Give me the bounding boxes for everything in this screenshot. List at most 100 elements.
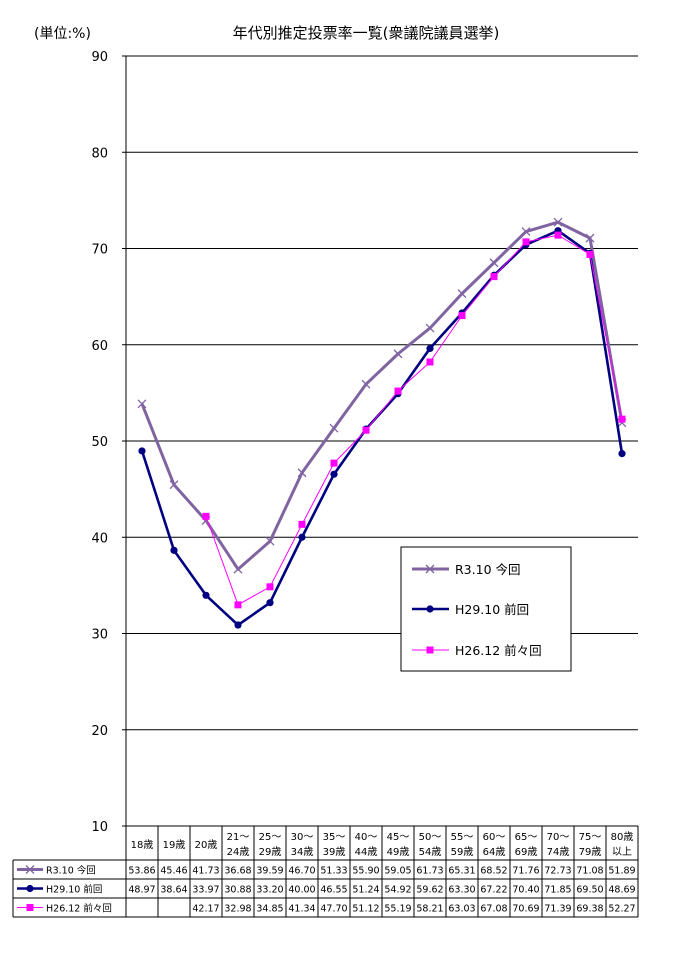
- point-marker-circle: [26, 884, 34, 893]
- table-cell-value: 70.69: [512, 904, 539, 915]
- point-marker-circle: [170, 546, 178, 554]
- point-marker-circle: [234, 621, 242, 629]
- table-cell-value: 46.70: [288, 866, 315, 877]
- y-tick-label: 70: [91, 243, 108, 258]
- point-marker-square: [458, 312, 466, 320]
- table-cell-value: 33.20: [256, 885, 283, 896]
- point-marker-circle: [298, 533, 306, 541]
- unit-label: (単位:%): [34, 26, 91, 42]
- point-marker-circle: [426, 605, 434, 613]
- table-cell-value: 42.17: [192, 904, 219, 915]
- y-tick-label: 20: [91, 724, 108, 739]
- point-marker-x: [329, 423, 339, 433]
- x-tick-label: 79歳: [579, 846, 602, 858]
- point-marker-circle: [426, 344, 434, 353]
- table-cell-value: 39.59: [256, 866, 283, 877]
- table-cell-value: 38.64: [160, 885, 187, 896]
- point-marker-square: [26, 904, 34, 911]
- point-marker-square: [426, 358, 434, 366]
- table-cell-value: 41.34: [288, 904, 315, 915]
- x-tick-label: 65〜: [515, 832, 538, 843]
- table-cell-value: 51.33: [320, 866, 347, 877]
- x-tick-label: 25〜: [259, 832, 282, 843]
- series-line: [140, 220, 624, 571]
- y-tick-label: 10: [91, 820, 108, 835]
- legend-label: R3.10 今回: [455, 562, 521, 577]
- y-tick-label: 50: [91, 435, 108, 450]
- point-marker-x: [489, 258, 499, 268]
- point-marker-x: [585, 233, 595, 243]
- x-tick-label: 59歳: [451, 846, 474, 858]
- point-marker-x: [425, 323, 435, 333]
- x-tick-label: 34歳: [291, 846, 314, 858]
- x-tick-label: 54歳: [419, 846, 442, 858]
- point-marker-square: [330, 459, 338, 467]
- table-cell-value: 61.73: [416, 866, 443, 877]
- table-cell-value: 46.55: [320, 885, 347, 896]
- x-tick-label: 18歳: [131, 839, 154, 851]
- point-marker-square: [522, 238, 530, 246]
- table-cell-value: 69.50: [576, 885, 603, 896]
- chart-title: 年代別推定投票率一覧(衆議院議員選挙): [233, 24, 500, 42]
- x-tick-label: 60〜: [483, 832, 506, 843]
- x-tick-label: 64歳: [483, 846, 506, 858]
- series-3: [202, 231, 626, 609]
- table-cell-value: 53.86: [128, 866, 155, 877]
- x-tick-label: 20歳: [195, 839, 218, 851]
- x-tick-label: 29歳: [259, 846, 282, 858]
- legend: R3.10 今回 H29.10 前回 H26.12 前々回: [400, 546, 572, 672]
- table-cell-value: 40.00: [288, 885, 315, 896]
- table-cell-value: 51.24: [352, 885, 379, 896]
- table-cell-value: 68.52: [480, 866, 507, 877]
- point-marker-x: [297, 468, 307, 478]
- point-marker-x: [361, 379, 371, 389]
- y-tick-label: 90: [91, 50, 108, 65]
- table-cell-value: 59.62: [416, 885, 443, 896]
- point-marker-x: [169, 480, 179, 490]
- x-tick-label: 19歳: [163, 839, 186, 851]
- legend-label: H29.10 前回: [455, 602, 529, 617]
- point-marker-circle: [202, 591, 210, 599]
- point-marker-x: [457, 289, 467, 299]
- x-tick-label: 35〜: [323, 832, 346, 843]
- point-marker-square: [234, 601, 242, 609]
- table-cell-value: 63.03: [448, 904, 475, 915]
- x-tick-label: 74歳: [547, 846, 570, 858]
- table-cell-value: 65.31: [448, 866, 475, 877]
- point-marker-x: [265, 536, 275, 546]
- point-marker-square: [554, 231, 562, 239]
- point-marker-square: [266, 583, 274, 591]
- x-tick-label: 50〜: [419, 832, 442, 843]
- y-tick-label: 30: [91, 628, 108, 643]
- table-cell-value: 34.85: [256, 904, 283, 915]
- table-cell-value: 72.73: [544, 866, 571, 877]
- point-marker-x: [425, 564, 435, 574]
- point-marker-x: [393, 349, 403, 359]
- x-tick-label: 75〜: [579, 832, 602, 843]
- point-marker-circle: [618, 450, 626, 458]
- point-marker-square: [586, 250, 594, 258]
- table-cell-value: 33.97: [192, 885, 219, 896]
- table-cell-value: 47.70: [320, 904, 347, 915]
- point-marker-square: [618, 415, 626, 423]
- plot-series: [137, 217, 627, 629]
- y-tick-label: 80: [91, 146, 108, 161]
- table-cell-value: 30.88: [224, 885, 251, 896]
- series-line: [205, 234, 623, 606]
- y-tick-label: 60: [91, 339, 108, 354]
- table-cell-value: 54.92: [384, 885, 411, 896]
- point-marker-x: [553, 217, 563, 227]
- point-marker-circle: [138, 447, 146, 455]
- table-cell-value: 41.73: [192, 866, 219, 877]
- x-tick-label: 80歳: [611, 831, 634, 843]
- table-cell-value: 71.39: [544, 904, 571, 915]
- x-tick-label: 69歳: [515, 846, 538, 858]
- point-marker-square: [298, 520, 306, 528]
- x-tick-label: 44歳: [355, 846, 378, 858]
- point-marker-square: [426, 646, 434, 654]
- table-cell-value: 70.40: [512, 885, 539, 896]
- table-row-label: R3.10 今回: [46, 865, 96, 877]
- point-marker-square: [202, 512, 210, 520]
- table-cell-value: 71.85: [544, 885, 571, 896]
- table-cell-value: 59.05: [384, 866, 411, 877]
